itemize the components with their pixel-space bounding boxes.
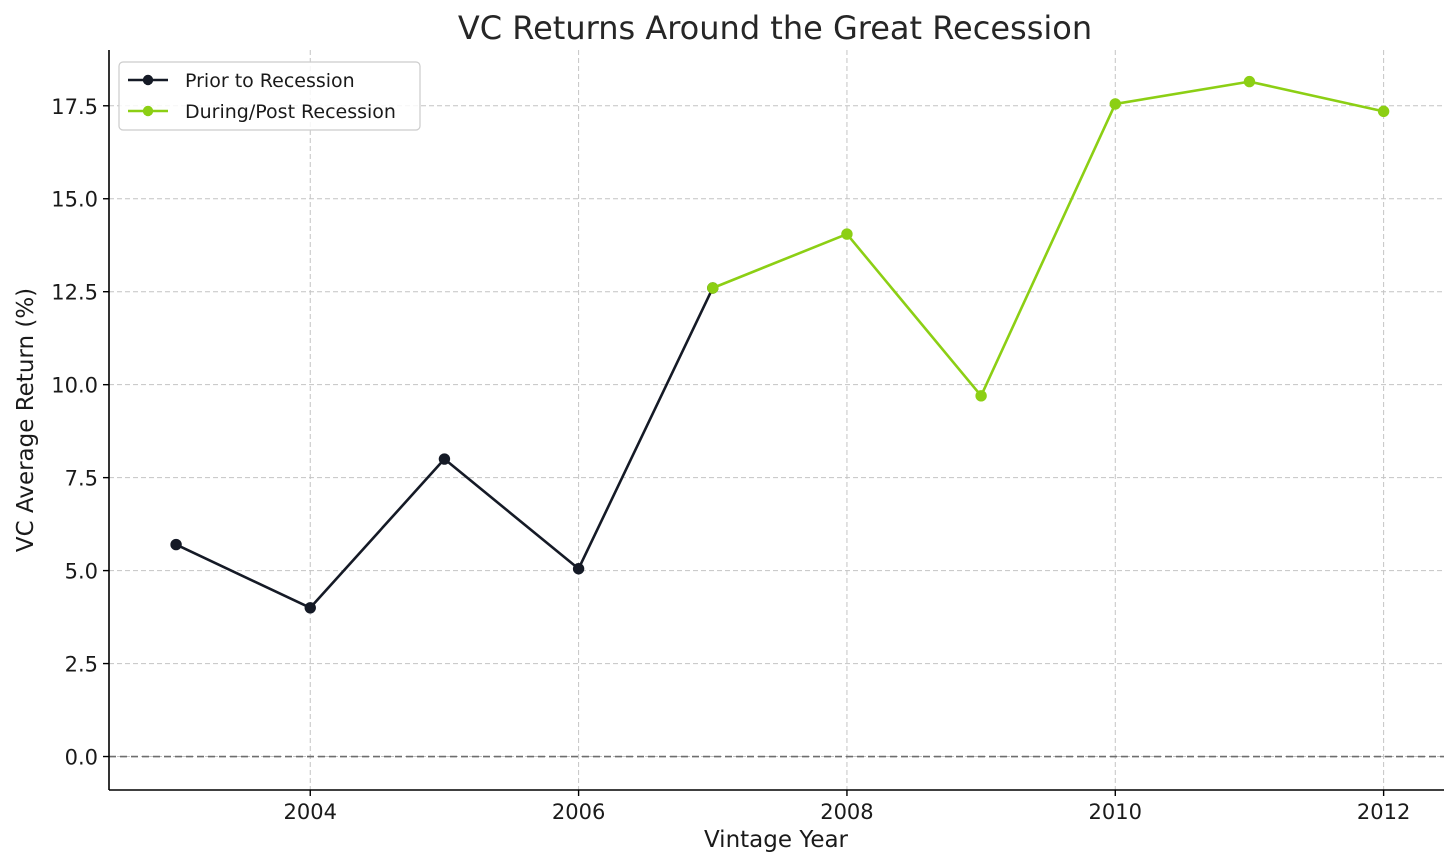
x-tick-label: 2012 — [1357, 800, 1410, 824]
series-1-point — [438, 453, 451, 465]
series-2-point — [975, 390, 987, 402]
y-tick-label: 5.0 — [65, 560, 98, 584]
series-1-point — [170, 538, 182, 551]
y-tick-label: 12.5 — [51, 281, 98, 305]
legend-box — [118, 61, 421, 131]
y-tick-label: 10.0 — [51, 374, 98, 398]
legend: Prior to Recession During/Post Recession — [118, 61, 421, 131]
series-1-point — [572, 563, 585, 575]
y-ticks: 0.0 2.5 5.0 7.5 10.0 12.5 15.0 17.5 — [51, 95, 109, 770]
x-axis-label: Vintage Year — [704, 827, 849, 853]
y-tick-label: 0.0 — [65, 746, 98, 770]
x-tick-label: 2006 — [552, 800, 605, 824]
series-2-point — [1109, 98, 1121, 110]
legend-swatch-marker — [142, 74, 154, 86]
series-line-2 — [712, 80, 1384, 398]
x-tick-label: 2008 — [820, 800, 873, 824]
series-2-point — [1243, 75, 1256, 88]
y-tick-label: 2.5 — [65, 653, 98, 677]
series-2-point — [1377, 105, 1390, 118]
y-tick-label: 17.5 — [51, 95, 98, 119]
axes — [108, 50, 1444, 791]
series-2-point — [707, 282, 719, 294]
series-2-point — [841, 228, 853, 240]
chart-title: VC Returns Around the Great Recession — [458, 9, 1092, 47]
series-line-1 — [175, 287, 714, 610]
series-1-point — [304, 602, 316, 614]
y-tick-label: 15.0 — [51, 188, 98, 212]
y-axis-label: VC Average Return (%) — [13, 288, 39, 552]
x-ticks: 2004 2006 2008 2010 2012 — [284, 790, 1410, 824]
legend-swatch-marker — [142, 105, 154, 117]
y-tick-label: 7.5 — [65, 467, 98, 491]
x-tick-label: 2004 — [284, 800, 337, 824]
x-tick-label: 2010 — [1089, 800, 1142, 824]
grid — [109, 50, 1444, 790]
legend-label: During/Post Recession — [185, 101, 396, 123]
legend-label: Prior to Recession — [185, 70, 355, 92]
series-layer — [170, 75, 1390, 614]
